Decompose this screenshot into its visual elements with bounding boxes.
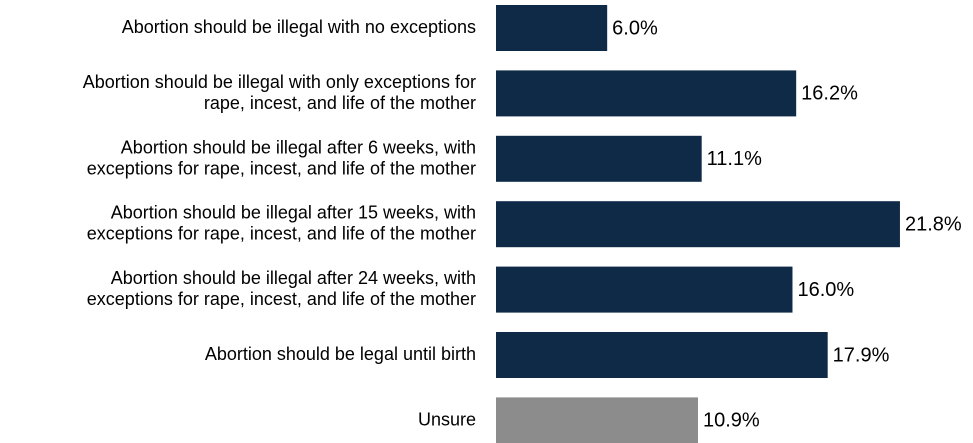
- category-label: Abortion should be illegal after 15 week…: [87, 202, 476, 243]
- value-label: 16.0%: [797, 279, 854, 301]
- category-label: Abortion should be illegal after 24 week…: [87, 268, 476, 309]
- bar: [496, 70, 797, 117]
- category-label: Abortion should be illegal with only exc…: [83, 72, 476, 113]
- bar: [496, 5, 608, 51]
- category-label: Abortion should be legal until birth: [205, 344, 476, 364]
- value-label: 10.9%: [703, 410, 760, 432]
- category-label: Unsure: [418, 409, 476, 429]
- bar: [496, 135, 702, 182]
- category-label: Abortion should be illegal after 6 weeks…: [87, 137, 476, 178]
- category-label: Abortion should be illegal with no excep…: [122, 17, 476, 37]
- value-label: 16.2%: [801, 83, 858, 105]
- value-label: 11.1%: [707, 148, 762, 170]
- bar: [496, 397, 698, 443]
- bar: [496, 266, 793, 313]
- value-label: 17.9%: [833, 344, 890, 366]
- value-label: 21.8%: [905, 213, 962, 235]
- bar: [496, 201, 900, 248]
- value-label: 6.0%: [612, 17, 658, 39]
- bar: [496, 332, 828, 378]
